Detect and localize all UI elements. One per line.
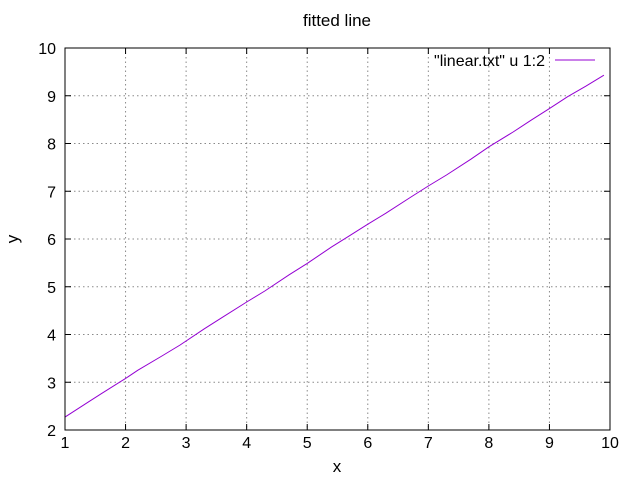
y-tick-label: 6 — [47, 232, 56, 249]
y-tick-label: 8 — [47, 137, 56, 154]
x-tick-labels: 1 2 3 4 5 6 7 8 9 10 — [61, 435, 619, 452]
grid — [65, 48, 610, 430]
y-tick-labels: 2 3 4 5 6 7 8 9 10 — [38, 41, 56, 440]
axis-ticks — [64, 47, 611, 431]
x-tick-label: 2 — [121, 435, 130, 452]
y-tick-label: 10 — [38, 41, 56, 58]
x-tick-label: 1 — [61, 435, 70, 452]
series-line — [64, 74, 605, 418]
x-tick-label: 6 — [363, 435, 372, 452]
x-tick-label: 9 — [545, 435, 554, 452]
y-tick-label: 2 — [47, 423, 56, 440]
x-tick-label: 10 — [601, 435, 619, 452]
x-tick-label: 3 — [182, 435, 191, 452]
x-tick-label: 5 — [303, 435, 312, 452]
y-axis-label: y — [3, 234, 22, 243]
y-tick-label: 3 — [47, 375, 56, 392]
y-tick-label: 7 — [47, 184, 56, 201]
x-axis-label: x — [333, 457, 342, 476]
legend-label: "linear.txt" u 1:2 — [434, 53, 545, 70]
y-tick-label: 5 — [47, 280, 56, 297]
y-tick-label: 9 — [47, 89, 56, 106]
y-tick-label: 4 — [47, 328, 56, 345]
x-tick-label: 8 — [484, 435, 493, 452]
x-tick-label: 4 — [242, 435, 251, 452]
legend: "linear.txt" u 1:2 — [434, 53, 595, 70]
chart-title: fitted line — [303, 11, 371, 30]
x-tick-label: 7 — [424, 435, 433, 452]
